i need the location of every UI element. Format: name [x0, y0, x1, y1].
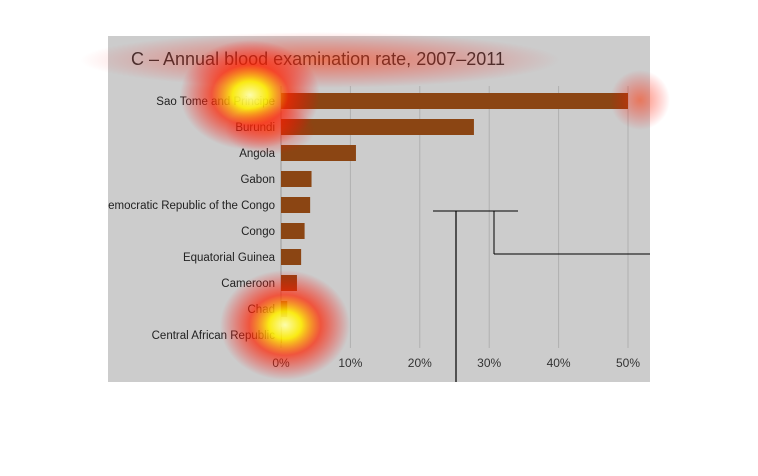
bar: [281, 223, 305, 239]
chart-panel: C – Annual blood examination rate, 2007–…: [108, 36, 650, 382]
x-tick-label: 50%: [616, 356, 640, 370]
category-label: Democratic Republic of the Congo: [108, 200, 275, 212]
bar: [281, 249, 302, 265]
x-tick-label: 30%: [477, 356, 501, 370]
category-label: Gabon: [240, 174, 275, 186]
category-label: Equatorial Guinea: [183, 252, 276, 264]
bar: [281, 119, 474, 135]
x-tick-labels: 0% 10% 20% 30% 40% 50%: [272, 356, 640, 370]
bar: [281, 171, 312, 187]
x-tick-label: 40%: [547, 356, 571, 370]
bar: [281, 197, 311, 213]
category-label: Congo: [241, 226, 275, 238]
bar: [281, 93, 628, 109]
x-tick-label: 20%: [408, 356, 432, 370]
